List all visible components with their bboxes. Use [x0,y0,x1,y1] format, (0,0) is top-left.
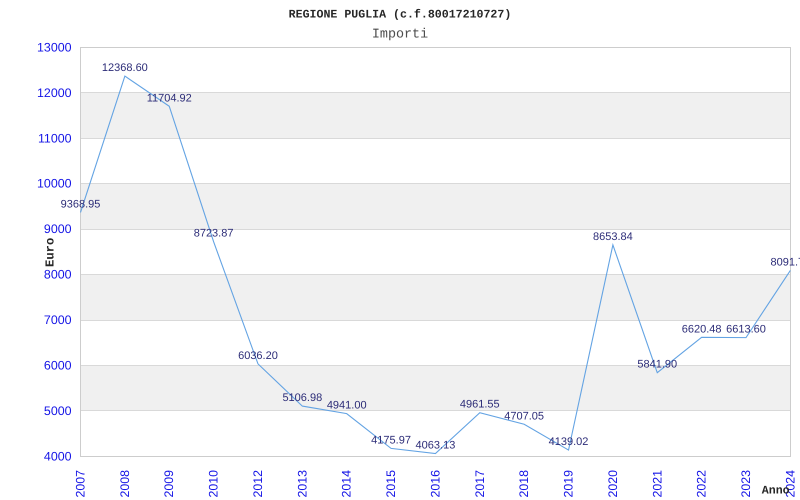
svg-text:12000: 12000 [37,86,72,100]
svg-text:9368.95: 9368.95 [61,198,101,210]
svg-text:REGIONE PUGLIA (c.f.8001721072: REGIONE PUGLIA (c.f.80017210727) [289,9,512,22]
svg-text:13000: 13000 [37,40,72,54]
svg-text:7000: 7000 [44,313,72,327]
svg-text:2008: 2008 [118,470,132,498]
svg-text:Anno: Anno [762,485,790,498]
svg-text:2016: 2016 [428,470,442,498]
svg-text:2010: 2010 [207,470,221,498]
svg-text:8723.87: 8723.87 [194,228,234,240]
svg-text:2015: 2015 [384,470,398,498]
svg-text:2022: 2022 [695,470,709,498]
svg-text:6620.48: 6620.48 [682,323,722,335]
svg-text:2021: 2021 [650,470,664,498]
svg-text:9000: 9000 [44,222,72,236]
svg-text:6613.60: 6613.60 [726,324,766,336]
svg-text:2023: 2023 [739,470,753,498]
svg-text:2018: 2018 [517,470,531,498]
svg-text:8091.76: 8091.76 [770,256,800,268]
svg-text:Importi: Importi [372,28,428,43]
svg-text:2009: 2009 [162,470,176,498]
svg-text:4175.97: 4175.97 [371,434,411,446]
svg-text:5000: 5000 [44,404,72,418]
svg-text:6036.20: 6036.20 [238,350,278,362]
svg-text:11000: 11000 [38,131,72,145]
svg-text:12368.60: 12368.60 [102,62,148,74]
svg-text:8000: 8000 [44,268,72,282]
svg-text:2019: 2019 [562,470,576,498]
svg-text:Euro: Euro [44,238,58,267]
svg-text:2012: 2012 [251,470,265,498]
svg-text:4707.05: 4707.05 [504,410,544,422]
svg-text:2014: 2014 [340,470,354,498]
svg-text:2024: 2024 [783,470,797,498]
svg-text:5841.90: 5841.90 [637,359,677,371]
svg-text:6000: 6000 [44,359,72,373]
svg-text:4961.55: 4961.55 [460,399,500,411]
svg-text:10000: 10000 [37,177,72,191]
svg-text:4139.02: 4139.02 [549,436,589,448]
svg-text:11704.92: 11704.92 [147,92,192,104]
svg-text:2017: 2017 [473,470,487,498]
svg-text:4000: 4000 [44,449,72,463]
svg-text:2020: 2020 [606,470,620,498]
svg-text:5106.98: 5106.98 [282,392,322,404]
svg-text:4063.13: 4063.13 [416,440,456,452]
svg-text:4941.00: 4941.00 [327,400,367,412]
svg-text:2007: 2007 [74,470,88,498]
svg-text:8653.84: 8653.84 [593,231,633,243]
svg-text:2013: 2013 [295,470,309,498]
